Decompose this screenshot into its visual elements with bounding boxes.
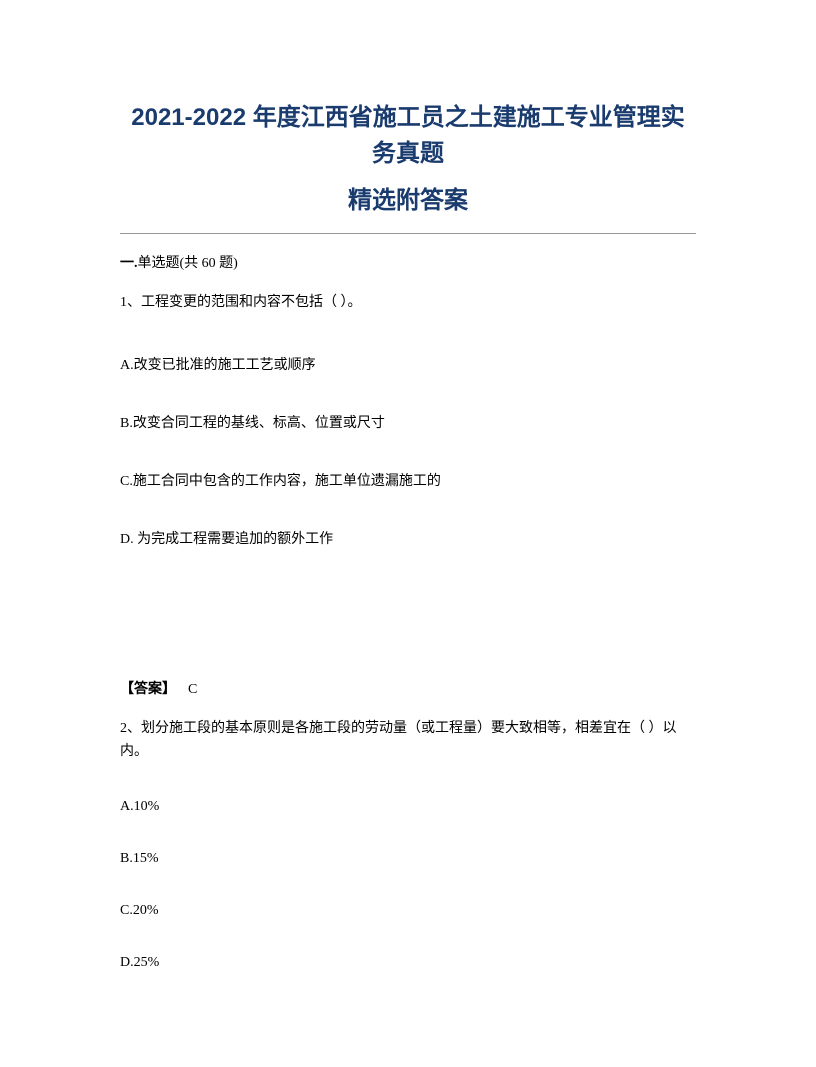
question2-text: 2、划分施工段的基本原则是各施工段的劳动量（或工程量）要大致相等，相差宜在（ ）… <box>120 718 696 763</box>
question1-option-d: D. 为完成工程需要追加的额外工作 <box>120 528 696 548</box>
section-count: (共 60 题) <box>180 256 238 271</box>
question2-option-d: D.25% <box>120 955 696 971</box>
answer-value: C <box>188 682 197 697</box>
document-title-line1: 2021-2022 年度江西省施工员之土建施工专业管理实务真题 <box>120 100 696 172</box>
question2-option-b: B.15% <box>120 851 696 867</box>
question1-option-b: B.改变合同工程的基线、标高、位置或尺寸 <box>120 412 696 432</box>
title-divider <box>120 233 696 234</box>
question2-option-a: A.10% <box>120 799 696 815</box>
question1-option-c: C.施工合同中包含的工作内容，施工单位遗漏施工的 <box>120 470 696 490</box>
question1-text: 1、工程变更的范围和内容不包括（ ）。 <box>120 292 696 314</box>
section-header: 一.单选题(共 60 题) <box>120 252 696 272</box>
question1-option-a: A.改变已批准的施工工艺或顺序 <box>120 354 696 374</box>
section-type: 单选题 <box>138 256 180 271</box>
question2-option-c: C.20% <box>120 903 696 919</box>
question1-answer: 【答案】 C <box>120 678 696 698</box>
document-title-line2: 精选附答案 <box>120 180 696 215</box>
section-prefix: 一. <box>120 256 138 271</box>
answer-label-text: 【答案】 <box>120 682 176 697</box>
